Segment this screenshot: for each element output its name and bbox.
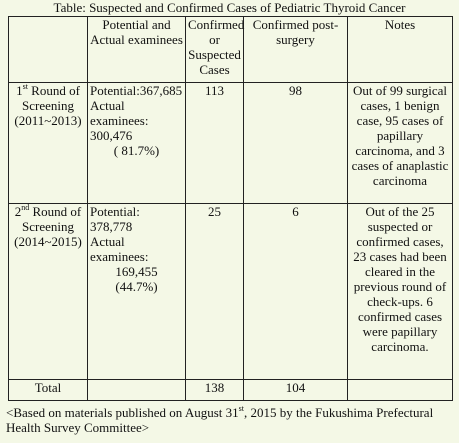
header-cell: Confirmed or Suspected Cases (185, 16, 244, 83)
ordinal: 1 (16, 83, 23, 98)
header-cell: Notes (347, 16, 453, 83)
row: 1st Round of Screening (2011~2013) Poten… (8, 82, 453, 204)
empty-cell (347, 379, 453, 401)
header-cell: Confirmed post-surgery (243, 16, 348, 83)
notes: Out of 99 surgical cases, 1 benign case,… (347, 82, 453, 204)
footnote-text: <Based on materials published on August … (6, 405, 239, 420)
round-cell: 2nd Round of Screening (2014~2015) (8, 203, 88, 380)
row: 2nd Round of Screening (2014~2015) Poten… (8, 203, 453, 380)
potential: Potential: 378,778 (90, 204, 140, 234)
ordinal-suffix: st (22, 82, 28, 91)
total-confirmed-post-surgery: 104 (243, 379, 348, 401)
table-title: Table: Suspected and Confirmed Cases of … (53, 0, 406, 15)
total-row: Total 138 104 (8, 379, 453, 401)
potential: Potential:367,685 (90, 83, 183, 98)
round-text: Round of Screening (2011~2013) (14, 83, 82, 128)
actual: 169,455 (115, 264, 158, 279)
actual-label: Actual examinees: (90, 234, 149, 264)
ordinal-suffix: st (238, 404, 244, 413)
round-text: Round of Screening (2014~2015) (14, 204, 82, 249)
empty-cell (87, 379, 186, 401)
header-row: Potential and Actual examinees Confirmed… (8, 16, 453, 83)
footnote-text: , 2015 by the Fukushima Prefectural Heal… (6, 405, 434, 435)
confirmed-suspected: 113 (185, 82, 244, 204)
total-confirmed-suspected: 138 (185, 379, 244, 401)
examinees-cell: Potential: 378,778 Actual examinees: 169,4… (87, 203, 186, 380)
header-cell: Potential and Actual examinees (87, 16, 186, 83)
actual: 300,476 (90, 128, 133, 143)
confirmed-suspected: 25 (185, 203, 244, 380)
percent: ( 81.7%) (113, 143, 160, 158)
examinees-cell: Potential:367,685 Actual examinees: 300,47… (87, 82, 186, 204)
percent: (44.7%) (115, 279, 158, 294)
header-cell (8, 16, 88, 83)
ordinal-suffix: nd (21, 203, 30, 212)
table: Potential and Actual examinees Confirmed… (8, 16, 453, 401)
notes: Out of the 25 suspected or confirmed cas… (347, 203, 453, 380)
total-label: Total (8, 379, 88, 401)
confirmed-post-surgery: 6 (243, 203, 348, 380)
actual-label: Actual examinees: (90, 98, 149, 128)
confirmed-post-surgery: 98 (243, 82, 348, 204)
round-cell: 1st Round of Screening (2011~2013) (8, 82, 88, 204)
ordinal: 2 (14, 204, 22, 219)
footnote: <Based on materials published on August … (6, 404, 456, 436)
